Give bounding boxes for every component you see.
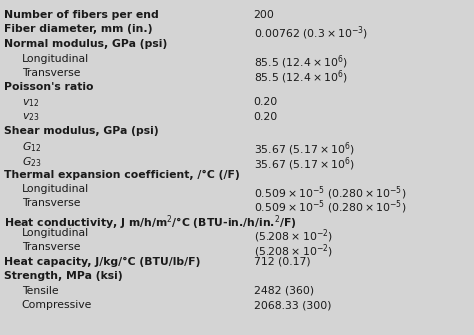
Text: $0.509 \times 10^{-5}\ (0.280 \times 10^{-5})$: $0.509 \times 10^{-5}\ (0.280 \times 10^… xyxy=(254,184,406,202)
Text: Normal modulus, GPa (psi): Normal modulus, GPa (psi) xyxy=(4,39,167,49)
Text: $v_{23}$: $v_{23}$ xyxy=(22,112,39,123)
Text: 2068.33 (300): 2068.33 (300) xyxy=(254,300,331,310)
Text: Transverse: Transverse xyxy=(22,242,80,252)
Text: Heat capacity, J/kg/°C (BTU/lb/F): Heat capacity, J/kg/°C (BTU/lb/F) xyxy=(4,257,200,267)
Text: Shear modulus, GPa (psi): Shear modulus, GPa (psi) xyxy=(4,126,158,136)
Text: $(5.208 \times 10^{-2})$: $(5.208 \times 10^{-2})$ xyxy=(254,227,332,245)
Text: Transverse: Transverse xyxy=(22,199,80,208)
Text: Thermal expansion coefficient, /°C (/F): Thermal expansion coefficient, /°C (/F) xyxy=(4,170,239,180)
Text: Strength, MPa (ksi): Strength, MPa (ksi) xyxy=(4,271,122,281)
Text: 200: 200 xyxy=(254,10,274,20)
Text: $v_{12}$: $v_{12}$ xyxy=(22,97,39,109)
Text: $35.67\ (5.17 \times 10^{6})$: $35.67\ (5.17 \times 10^{6})$ xyxy=(254,140,355,158)
Text: $0.509 \times 10^{-5}\ (0.280 \times 10^{-5})$: $0.509 \times 10^{-5}\ (0.280 \times 10^… xyxy=(254,199,406,216)
Text: Number of fibers per end: Number of fibers per end xyxy=(4,10,158,20)
Text: $85.5\ (12.4 \times 10^{6})$: $85.5\ (12.4 \times 10^{6})$ xyxy=(254,68,347,86)
Text: $0.00762\ (0.3 \times 10^{-3})$: $0.00762\ (0.3 \times 10^{-3})$ xyxy=(254,24,368,42)
Text: 0.20: 0.20 xyxy=(254,97,278,107)
Text: $G_{23}$: $G_{23}$ xyxy=(22,155,41,169)
Text: 0.20: 0.20 xyxy=(254,112,278,122)
Text: Longitudinal: Longitudinal xyxy=(22,184,89,194)
Text: $85.5\ (12.4 \times 10^{6})$: $85.5\ (12.4 \times 10^{6})$ xyxy=(254,54,347,71)
Text: 2482 (360): 2482 (360) xyxy=(254,285,314,295)
Text: Tensile: Tensile xyxy=(22,285,58,295)
Text: Fiber diameter, mm (in.): Fiber diameter, mm (in.) xyxy=(4,24,152,35)
Text: Heat conductivity, J m/h/m$^2$/°C (BTU-in./h/in.$^2$/F): Heat conductivity, J m/h/m$^2$/°C (BTU-i… xyxy=(4,213,296,231)
Text: $35.67\ (5.17 \times 10^{6})$: $35.67\ (5.17 \times 10^{6})$ xyxy=(254,155,355,173)
Text: Longitudinal: Longitudinal xyxy=(22,54,89,64)
Text: Poisson's ratio: Poisson's ratio xyxy=(4,82,93,92)
Text: $G_{12}$: $G_{12}$ xyxy=(22,140,41,154)
Text: $(5.208 \times 10^{-2})$: $(5.208 \times 10^{-2})$ xyxy=(254,242,332,260)
Text: Compressive: Compressive xyxy=(22,300,92,310)
Text: 712 (0.17): 712 (0.17) xyxy=(254,257,310,267)
Text: Transverse: Transverse xyxy=(22,68,80,78)
Text: Longitudinal: Longitudinal xyxy=(22,227,89,238)
